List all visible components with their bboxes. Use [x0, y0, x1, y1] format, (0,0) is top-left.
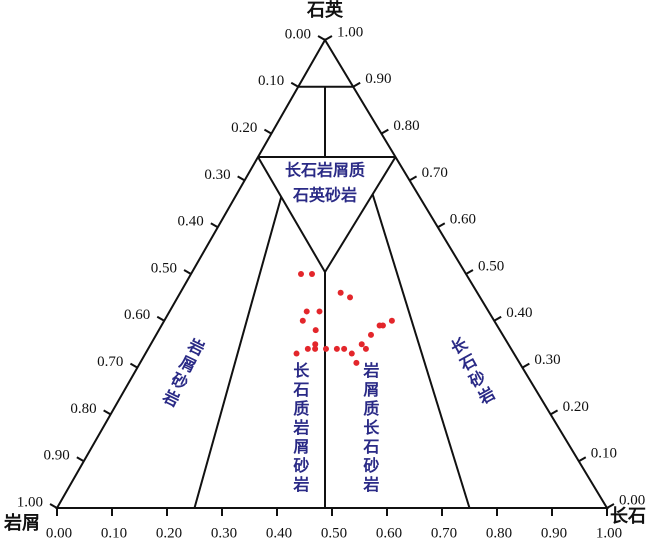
tick-mark: [606, 503, 615, 509]
data-point: [312, 341, 319, 348]
left-tick-label: 1.00: [17, 494, 43, 510]
tick-mark: [493, 315, 502, 322]
left-tick-label: 0.80: [70, 401, 96, 417]
bottom-tick-label: 0.30: [211, 525, 237, 541]
bottom-tick-label: 0.60: [376, 525, 402, 541]
region-label: 岩屑砂岩: [157, 334, 209, 412]
tick-mark: [550, 409, 559, 416]
right-tick-label: 0.70: [422, 165, 448, 181]
tick-mark: [465, 269, 474, 275]
tick-mark: [210, 222, 219, 229]
right-tick-label: 1.00: [337, 24, 363, 40]
tick-mark: [409, 175, 418, 182]
boundary-line: [324, 156, 397, 273]
tick-mark: [129, 362, 138, 369]
right-tick-label: 0.10: [591, 446, 617, 462]
data-point: [376, 322, 383, 329]
tick-mark: [183, 269, 192, 275]
data-point: [299, 317, 306, 324]
data-point: [303, 308, 310, 315]
right-tick-label: 0.00: [619, 492, 645, 508]
left-tick-label: 0.40: [178, 214, 204, 230]
data-point: [341, 345, 348, 352]
bottom-tick-label: 0.20: [156, 525, 182, 541]
data-point: [347, 294, 354, 301]
boundary-line: [371, 193, 471, 509]
data-point: [316, 308, 323, 315]
data-point: [367, 331, 374, 338]
right-tick-label: 0.90: [365, 71, 391, 87]
data-point: [322, 345, 329, 352]
right-tick-label: 0.30: [534, 352, 560, 368]
right-tick-label: 0.50: [478, 258, 504, 274]
data-point: [312, 345, 319, 352]
region-label: 长石砂岩: [445, 333, 500, 410]
bottom-tick-label: 1.00: [596, 525, 622, 541]
data-point: [304, 345, 311, 352]
tick-mark: [521, 362, 530, 369]
tick-mark: [352, 81, 361, 88]
left-tick-label: 0.60: [124, 307, 150, 323]
region-label: 石英砂岩: [292, 186, 357, 205]
tick-mark: [263, 128, 272, 135]
boundary-line: [257, 156, 326, 273]
tick-mark: [290, 81, 299, 88]
left-tick-label: 0.10: [258, 73, 284, 89]
bottom-tick-label: 0.40: [266, 525, 292, 541]
bottom-tick-label: 0.00: [46, 525, 72, 541]
tick-mark: [76, 456, 85, 463]
tick-mark: [380, 128, 389, 135]
tick-mark: [156, 315, 165, 322]
bottom-tick-label: 0.50: [321, 525, 347, 541]
region-label: 岩屑质长石砂岩: [360, 361, 380, 495]
bottom-tick-label: 0.10: [101, 525, 127, 541]
data-point: [348, 350, 355, 357]
data-point: [312, 327, 319, 334]
tick-mark: [317, 35, 326, 41]
tick-mark: [324, 35, 333, 41]
tick-mark: [49, 503, 58, 509]
left-tick-label: 0.70: [97, 354, 123, 370]
region-label: 长石岩屑质: [285, 161, 365, 180]
region-label: 长石质岩屑砂岩: [290, 361, 310, 495]
right-tick-label: 0.20: [563, 399, 589, 415]
apex-label-left: 岩屑: [3, 512, 40, 533]
triangle-outline: [55, 38, 609, 509]
right-tick-label: 0.80: [393, 118, 419, 134]
boundary-line: [193, 196, 283, 509]
bottom-tick-label: 0.90: [541, 525, 567, 541]
apex-label-top: 石英: [306, 0, 344, 20]
bottom-tick-label: 0.70: [431, 525, 457, 541]
left-tick-label: 0.30: [204, 167, 230, 183]
left-tick-label: 0.50: [151, 260, 177, 276]
data-point: [388, 317, 395, 324]
data-point: [309, 271, 315, 277]
data-point: [298, 271, 304, 277]
data-point: [293, 350, 300, 357]
data-point: [353, 359, 360, 366]
left-tick-label: 0.90: [44, 448, 70, 464]
data-point: [333, 345, 340, 352]
tick-mark: [578, 456, 587, 463]
data-point: [337, 289, 344, 296]
left-tick-label: 0.20: [231, 120, 257, 136]
tick-mark: [437, 222, 446, 229]
tick-mark: [237, 175, 246, 182]
data-point: [358, 341, 365, 348]
bottom-tick-label: 0.80: [486, 525, 512, 541]
data-point: [362, 345, 369, 352]
apex-label-right: 长石: [610, 506, 646, 526]
tick-mark: [103, 409, 112, 416]
right-tick-label: 0.40: [506, 305, 532, 321]
left-tick-label: 0.00: [285, 26, 311, 42]
right-tick-label: 0.60: [450, 212, 476, 228]
